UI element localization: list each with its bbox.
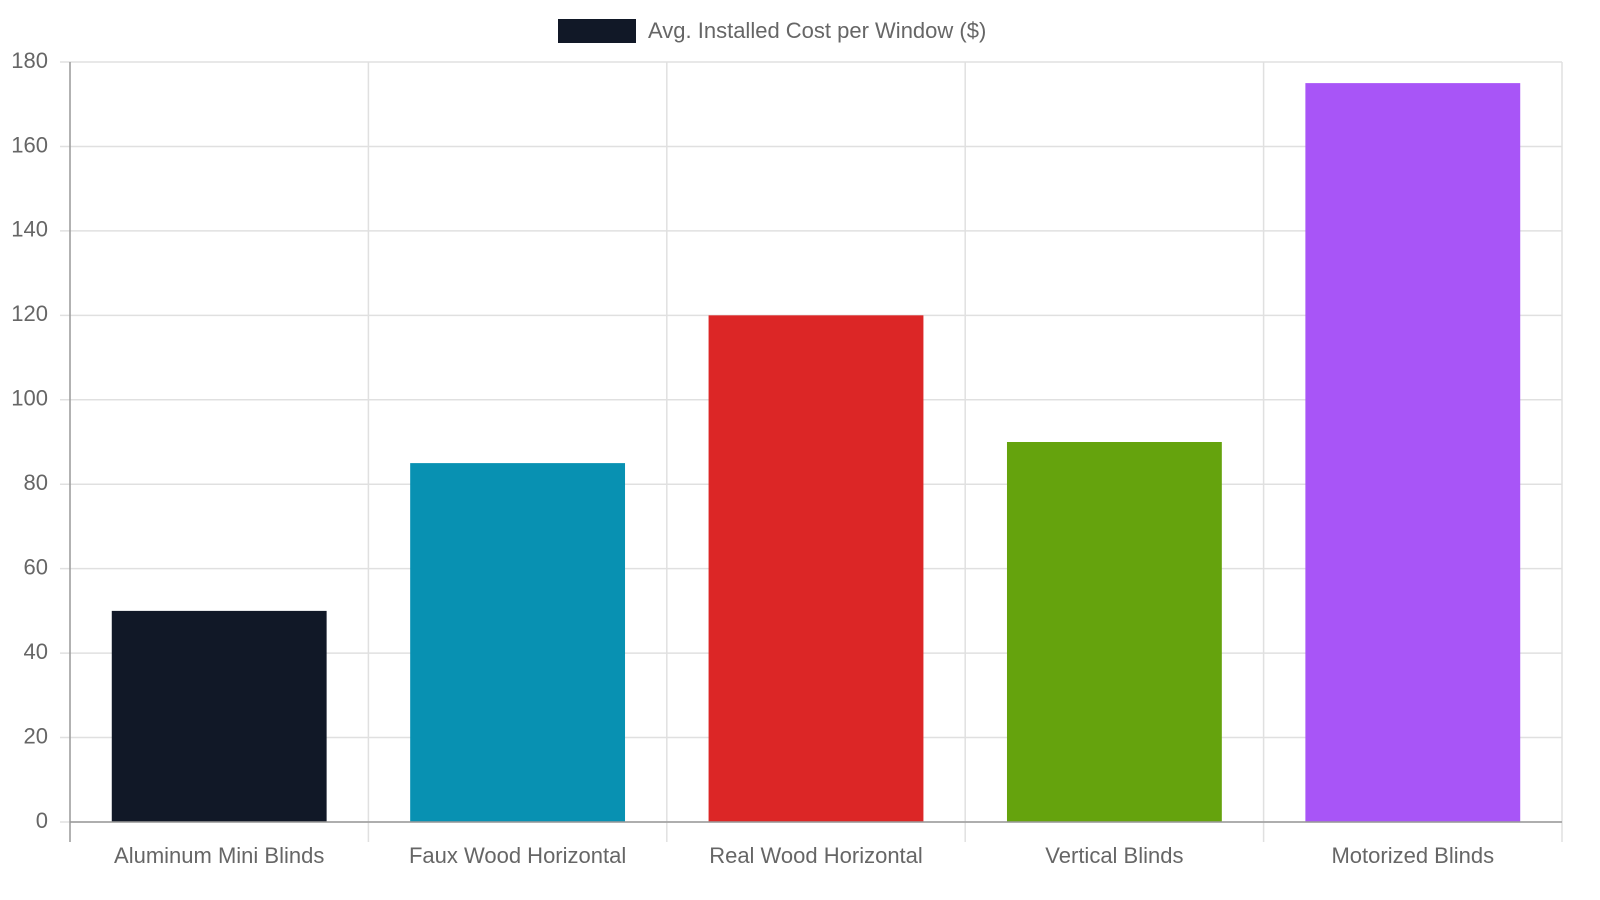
y-tick-label: 40 [24,639,48,664]
bar [1006,442,1222,822]
x-tick-label: Vertical Blinds [1045,843,1183,868]
y-tick-label: 20 [24,723,48,748]
x-tick-label: Aluminum Mini Blinds [114,843,324,868]
bar [1305,83,1521,823]
bar [410,463,626,822]
bar [111,610,327,822]
x-tick-label: Motorized Blinds [1331,843,1494,868]
y-tick-label: 120 [11,301,48,326]
y-tick-label: 140 [11,217,48,242]
y-tick-label: 180 [11,48,48,73]
y-tick-label: 160 [11,132,48,157]
legend-swatch [558,19,636,43]
y-tick-label: 80 [24,470,48,495]
y-tick-label: 100 [11,386,48,411]
x-tick-label: Real Wood Horizontal [709,843,923,868]
bar [708,315,924,822]
legend-label: Avg. Installed Cost per Window ($) [648,18,986,43]
y-tick-label: 0 [36,808,48,833]
y-tick-label: 60 [24,554,48,579]
x-tick-label: Faux Wood Horizontal [409,843,626,868]
